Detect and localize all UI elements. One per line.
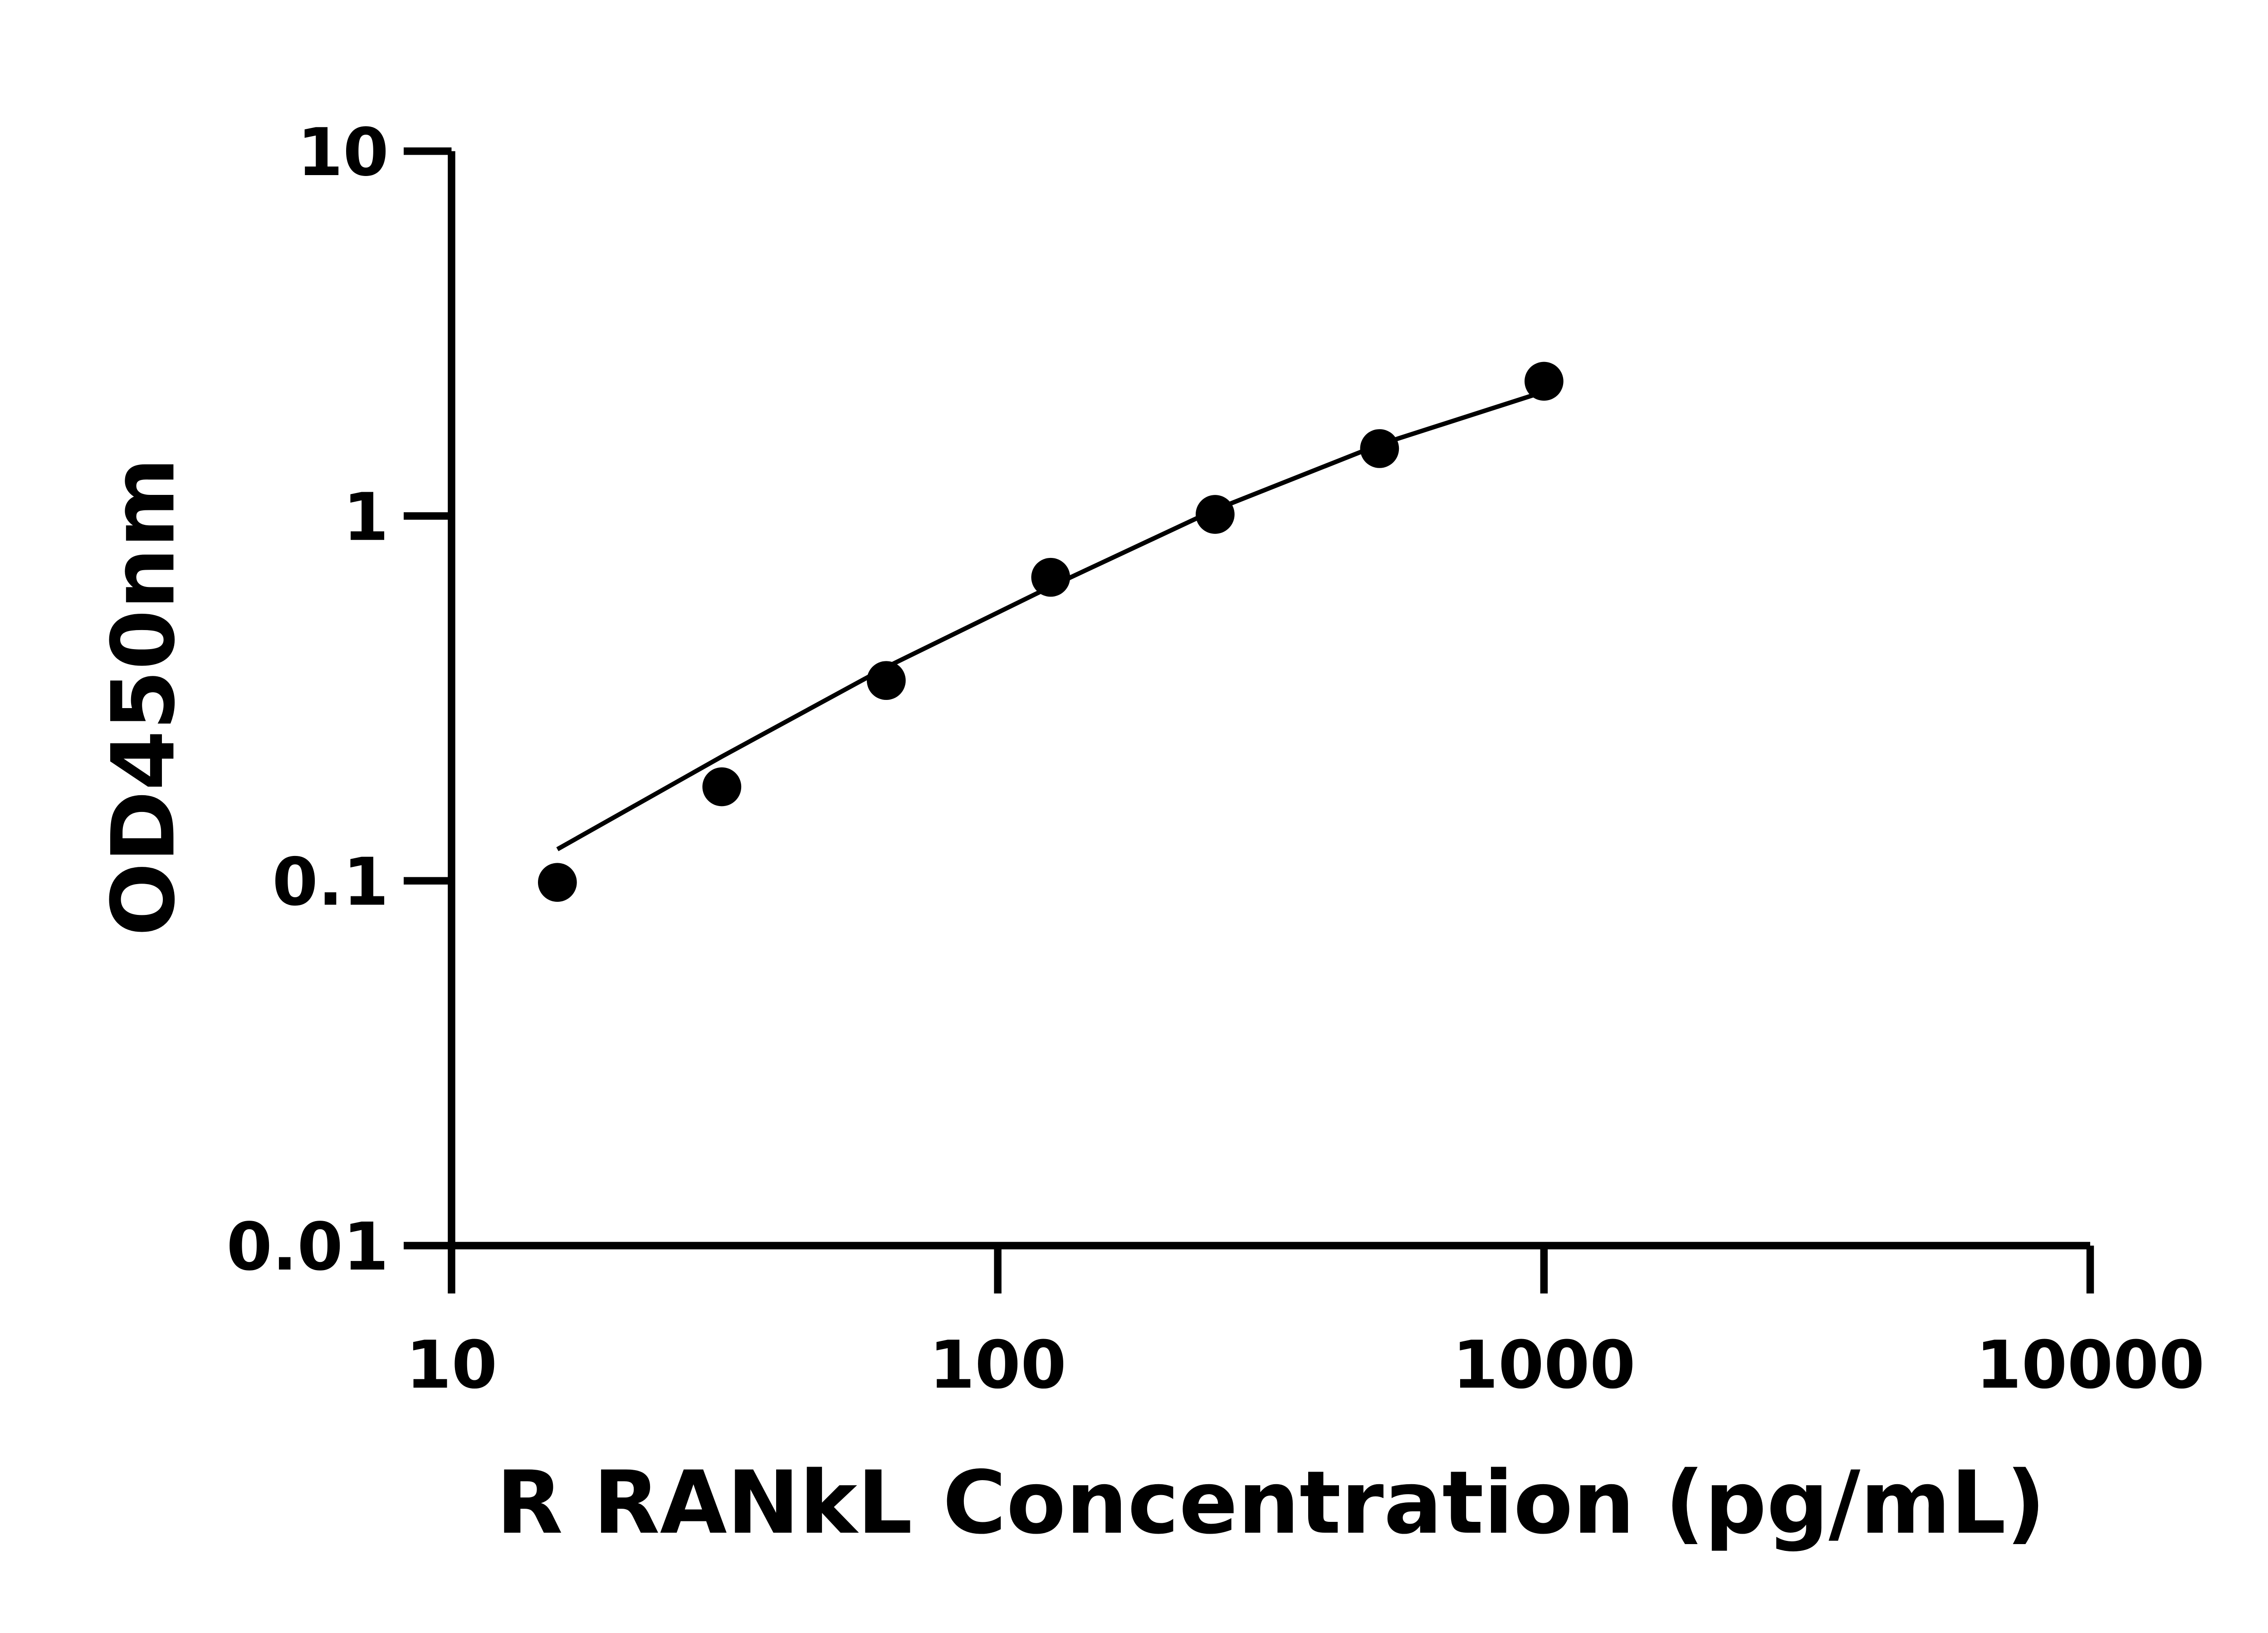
- y-axis-label: OD450nm: [93, 458, 194, 936]
- y-tick-label: 1: [343, 479, 389, 556]
- y-tick-label: 10: [297, 114, 389, 191]
- data-point: [1031, 557, 1070, 597]
- axes: [448, 151, 2091, 1250]
- x-axis-label: R RANkL Concentration (pg/mL): [496, 1453, 2046, 1554]
- y-tick-label: 0.1: [272, 844, 389, 920]
- data-point: [1524, 362, 1564, 401]
- x-tick-label: 1000: [1452, 1327, 1636, 1403]
- points-layer: [538, 362, 1564, 902]
- data-point: [1195, 495, 1235, 534]
- data-point: [1360, 429, 1399, 468]
- x-tick-label: 10000: [1976, 1327, 2205, 1403]
- y-tick-label: 0.01: [226, 1209, 389, 1286]
- x-tick-label: 100: [929, 1327, 1066, 1403]
- ticks: 10 100 1000 10000 0.01 0.1 1 10: [226, 114, 2204, 1403]
- data-point: [538, 863, 577, 902]
- x-tick-label: 10: [406, 1327, 498, 1403]
- data-point: [866, 661, 906, 700]
- data-point: [702, 767, 742, 807]
